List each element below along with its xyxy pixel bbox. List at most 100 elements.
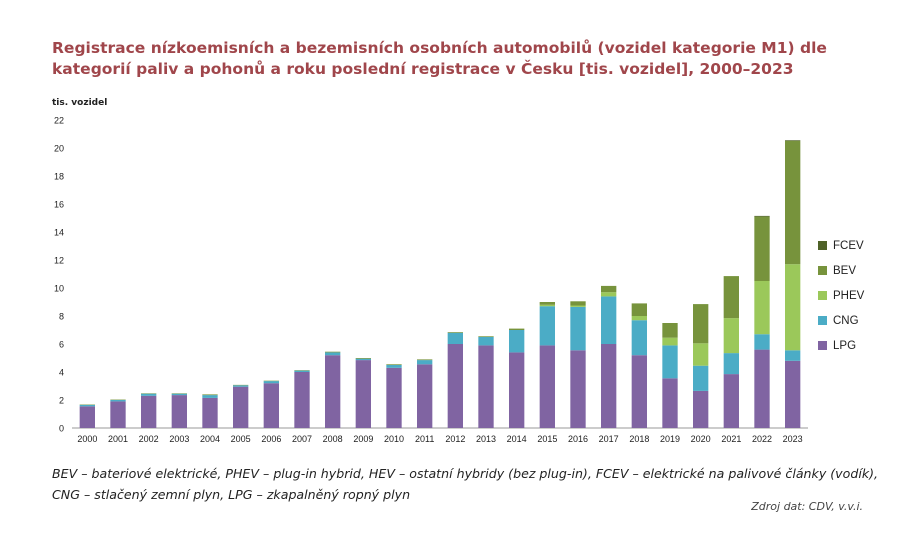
abbreviation-note: BEV – bateriové elektrické, PHEV – plug-… [52,466,879,502]
bar-segment-cng-2005 [233,385,249,387]
bar-segment-lpg-2008 [325,355,341,428]
bar-segment-phev-2021 [723,318,739,354]
bar-segment-bev-2023 [785,141,801,265]
legend-label: LPG [833,339,857,352]
bar-segment-cng-2022 [754,334,770,350]
bar-segment-bev-2020 [693,304,709,344]
x-tick-label: 2002 [139,434,159,444]
bar-segment-cng-2002 [141,393,157,396]
bar-segment-bev-2016 [570,301,586,306]
bar-segment-fcev-2023 [785,140,801,141]
legend-swatch [818,291,827,300]
legend-item-cng: CNG [818,308,864,333]
bar-segment-bev-2017 [601,285,617,293]
x-tick-label: 2005 [231,434,251,444]
x-tick-label: 2008 [323,434,343,444]
bar-segment-lpg-2019 [662,378,678,428]
bar-segment-cng-2018 [631,320,647,356]
x-tick-label: 2023 [783,434,803,444]
chart-title: Registrace nízkoemisních a bezemisních o… [52,39,827,78]
bar-segment-cng-2023 [785,350,801,361]
y-tick-label: 16 [54,200,64,210]
bar-segment-phev-2022 [754,281,770,335]
bar-segment-lpg-2017 [601,344,617,428]
bar-segment-phev-2016 [570,305,586,307]
legend-swatch [818,266,827,275]
bar-segment-lpg-2007 [294,372,310,428]
x-tick-label: 2022 [752,434,772,444]
y-tick-label: 12 [54,256,64,266]
bar-segment-bev-2018 [631,303,647,316]
legend-swatch [818,316,827,325]
bar-segment-cng-2016 [570,306,586,351]
y-tick-label: 6 [59,340,64,350]
bar-segment-phev-2023 [785,264,801,351]
bar-segment-lpg-2002 [141,395,157,428]
bar-segment-lpg-2009 [355,360,371,428]
y-tick-label: 2 [59,396,64,406]
x-tick-label: 2011 [415,434,434,444]
legend-item-fcev: FCEV [818,233,864,258]
bar-segment-lpg-2001 [110,401,126,428]
y-axis-unit-label: tis. vozidel [52,98,108,108]
bar-segment-lpg-2013 [478,345,494,428]
y-tick-label: 14 [54,228,64,238]
x-tick-label: 2000 [77,434,97,444]
bar-segment-bev-2015 [539,302,555,305]
x-tick-label: 2009 [353,434,373,444]
bar-segment-phev-2017 [601,292,617,297]
bar-segment-bev-2004 [202,394,218,396]
legend-item-bev: BEV [818,258,864,283]
x-tick-label: 2018 [629,434,649,444]
y-tick-label: 20 [54,144,64,154]
bar-segment-cng-2015 [539,306,555,346]
x-tick-label: 2020 [691,434,711,444]
bar-segment-cng-2008 [325,352,341,356]
bar-segment-bev-2013 [478,336,494,337]
x-tick-label: 2019 [660,434,680,444]
bar-segment-lpg-2014 [509,352,525,428]
bar-segment-lpg-2011 [417,364,433,428]
bar-segment-lpg-2010 [386,367,402,428]
bar-segment-bev-2011 [417,359,433,361]
legend-label: PHEV [833,289,865,302]
x-tick-label: 2014 [507,434,527,444]
bar-segment-phev-2019 [662,337,678,346]
bar-segment-lpg-2004 [202,397,218,428]
y-tick-label: 8 [59,312,64,322]
bar-segment-bev-2022 [754,216,770,281]
bar-segment-cng-2010 [386,365,402,368]
y-tick-label: 0 [59,424,64,434]
bar-segment-cng-2000 [79,404,95,407]
y-tick-label: 18 [54,172,64,182]
legend-item-lpg: LPG [818,333,864,358]
bar-segment-lpg-2020 [693,390,709,428]
x-tick-label: 2017 [599,434,619,444]
bar-segment-lpg-2012 [447,344,463,428]
x-tick-label: 2021 [721,434,741,444]
y-tick-label: 4 [59,368,64,378]
bar-segment-fcev-2022 [754,215,770,217]
bar-segment-lpg-2006 [263,383,279,428]
bar-segment-lpg-2018 [631,355,647,428]
bar-segment-lpg-2021 [723,374,739,428]
bar-segment-cng-2012 [447,332,463,344]
bar-segment-bev-2010 [386,364,402,365]
bar-segment-bev-2009 [355,358,371,359]
legend-label: FCEV [833,239,864,252]
bar-segment-cng-2019 [662,345,678,379]
x-tick-label: 2001 [108,434,128,444]
x-tick-label: 2013 [476,434,496,444]
bar-segment-lpg-2023 [785,360,801,428]
bar-segment-phev-2020 [693,343,709,366]
bar-segment-cng-2004 [202,395,218,398]
bar-segment-cng-2013 [478,337,494,346]
bar-segment-cng-2014 [509,330,525,353]
chart-legend: FCEV BEV PHEV CNG LPG [818,233,864,358]
bar-segment-bev-2012 [447,332,463,333]
bar-segment-cng-2009 [355,358,371,361]
bar-segment-lpg-2016 [570,350,586,428]
bar-segment-lpg-2005 [233,386,249,428]
bar-segment-cng-2007 [294,370,310,372]
bar-segment-cng-2017 [601,296,617,344]
